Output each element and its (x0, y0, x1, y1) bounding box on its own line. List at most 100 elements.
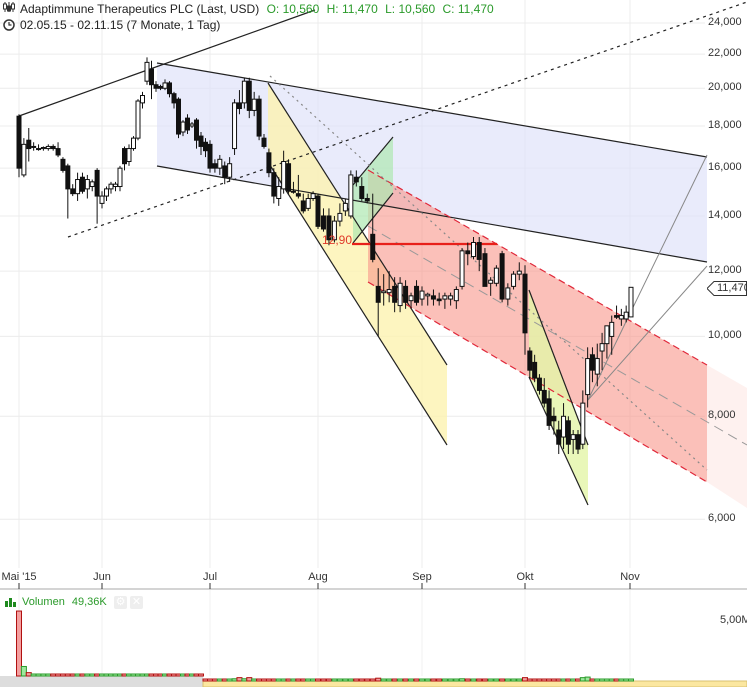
candle-body (628, 286, 634, 318)
clock-icon (3, 19, 15, 31)
candle-body (207, 143, 213, 169)
candle (171, 91, 177, 109)
navigator-window[interactable] (202, 680, 747, 687)
level-label: 12,90 (322, 233, 353, 247)
candle (135, 99, 141, 141)
volume-bar (265, 678, 272, 682)
candle (60, 157, 66, 173)
candle-body (505, 287, 511, 300)
candle (442, 292, 448, 309)
volume-bar (261, 678, 267, 682)
candle (516, 262, 522, 281)
volume-bar (447, 678, 454, 682)
candle-body (471, 241, 476, 258)
instrument-title: Adaptimmune Therapeutics PLC (Last, USD) (20, 2, 260, 16)
candle-body (589, 354, 595, 371)
y-tick-label: 20,000 (708, 81, 742, 94)
volume-bar (459, 678, 466, 682)
candle-body (459, 250, 465, 287)
candle-body (295, 193, 301, 197)
volume-settings-button[interactable]: ⚙ (114, 596, 127, 609)
volume-bar (256, 678, 263, 682)
candle (16, 114, 22, 178)
volume-close-button[interactable]: ✕ (130, 596, 143, 609)
volume-bar (16, 610, 22, 677)
volume-bar (579, 677, 586, 682)
volume-bar (45, 673, 52, 677)
candle-body (342, 202, 348, 212)
candle-body (162, 82, 168, 89)
blue-channel[interactable] (157, 63, 707, 262)
volume-bar (342, 678, 349, 682)
green-channel[interactable] (353, 137, 393, 243)
candle-body (331, 220, 337, 241)
candle (31, 142, 37, 151)
low-value: L: 10,560 (385, 2, 436, 16)
volume-bar (441, 678, 448, 682)
candle (628, 286, 634, 318)
candle (614, 305, 620, 319)
candle-body (144, 61, 150, 82)
candle (207, 140, 213, 173)
candle (425, 292, 431, 306)
candle (453, 286, 459, 309)
candle (144, 57, 150, 85)
volume-bar (386, 678, 393, 682)
volume-bar (280, 678, 287, 682)
candle-body (281, 161, 287, 190)
candle (326, 208, 332, 246)
candle (370, 193, 376, 263)
candle (126, 144, 132, 166)
volume-bar (285, 678, 292, 682)
trend-line (18, 9, 316, 117)
volume-bar (424, 678, 431, 682)
candle-body (580, 402, 586, 445)
candle-body (561, 415, 567, 438)
red-channel-extension (707, 365, 747, 508)
volume-bar (487, 678, 494, 682)
chart-header: Adaptimmune Therapeutics PLC (Last, USD)… (20, 2, 494, 16)
volume-bar (310, 678, 317, 682)
candle-body (570, 434, 576, 440)
candle (176, 97, 181, 139)
candle-body (565, 420, 571, 445)
candle (403, 280, 409, 309)
candle-body (26, 139, 32, 150)
candle-body (241, 80, 247, 104)
candle-body (408, 295, 414, 302)
candle-body (251, 98, 257, 111)
volume-bar (623, 678, 630, 682)
candle-body (171, 93, 177, 104)
candle-body (104, 188, 109, 197)
yellow-channel[interactable] (268, 83, 447, 445)
candle-body (122, 148, 127, 165)
candle (241, 77, 247, 109)
volume-bar (94, 673, 101, 677)
candle (561, 403, 567, 450)
candle-body (158, 85, 163, 89)
volume-bar (358, 678, 365, 682)
candle-body (375, 285, 381, 303)
volume-bar (419, 678, 425, 682)
candle (331, 215, 337, 243)
candle-body (31, 145, 37, 148)
candle (194, 118, 199, 149)
candle-body (516, 270, 522, 275)
candle (75, 172, 81, 201)
navigator-scroll-track[interactable] (0, 676, 203, 687)
volume-bar (59, 673, 66, 677)
candle (320, 208, 326, 232)
volume-bar (221, 678, 228, 682)
red-channel-top (367, 169, 708, 366)
volume-bar (79, 673, 86, 677)
candle (140, 91, 145, 109)
yellow-channel-lower (267, 161, 448, 446)
candle (212, 159, 218, 173)
volume-bar (408, 678, 415, 682)
candle-body (300, 200, 306, 212)
candle-body (271, 172, 277, 197)
candle (505, 283, 511, 306)
candle (94, 168, 100, 224)
date-range[interactable]: 02.05.15 - 02.11.15 (7 Monate, 1 Tag) (20, 18, 221, 32)
